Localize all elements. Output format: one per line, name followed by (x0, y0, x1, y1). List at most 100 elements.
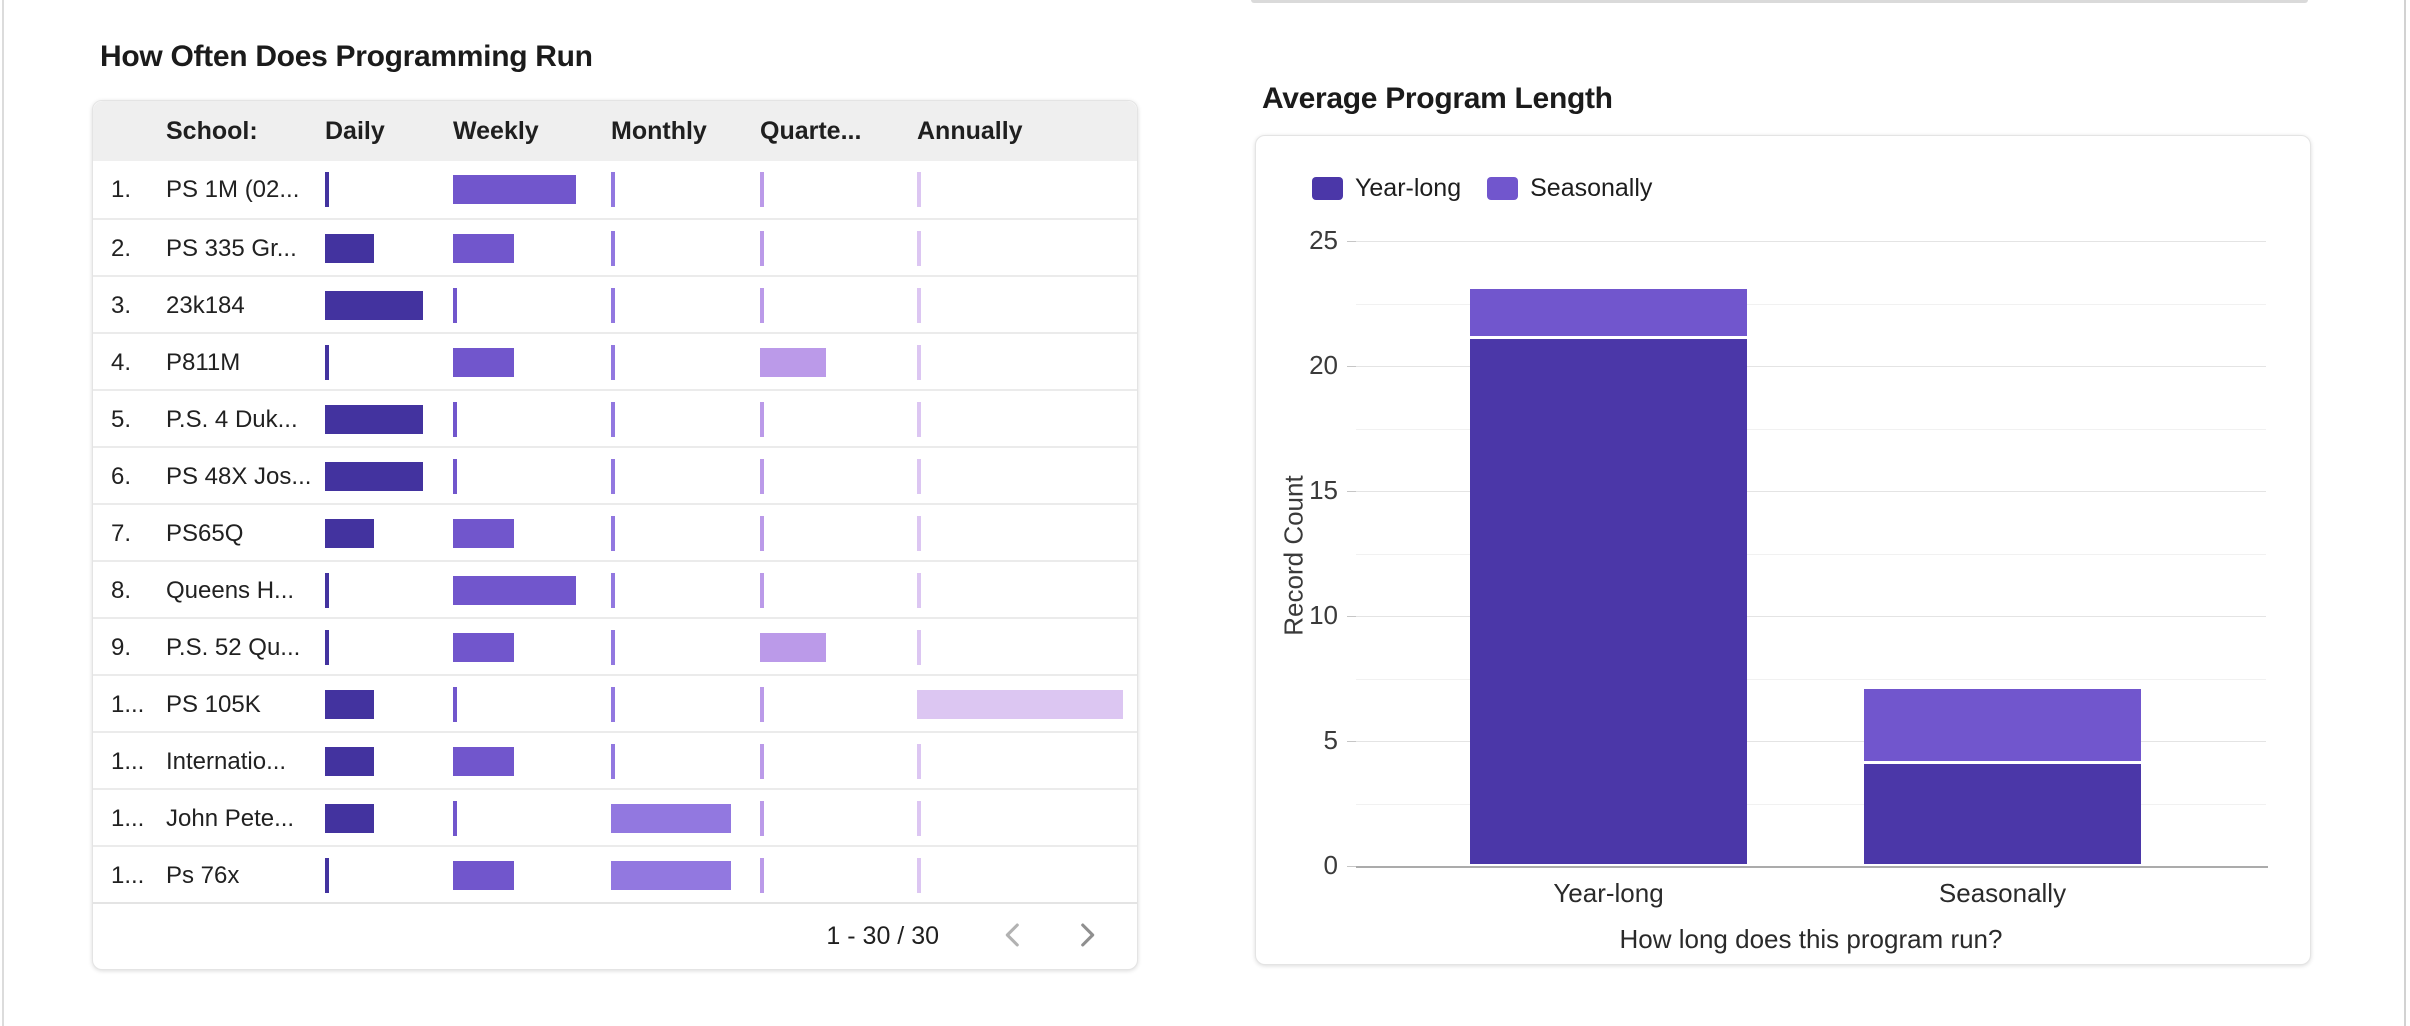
row-index: 5. (111, 406, 132, 433)
chevron-right-icon (1070, 918, 1104, 955)
gridline (1356, 553, 2266, 555)
zero-tick-weekly (453, 459, 457, 494)
y-tick-label: 0 (1323, 850, 1338, 880)
row-index: 2. (111, 235, 132, 262)
table-row[interactable]: 2. PS 335 Gr... (93, 218, 1137, 275)
zero-tick-annually (917, 459, 921, 494)
zero-tick-monthly (611, 231, 615, 266)
freq-bar-daily (325, 405, 423, 434)
freq-bar-daily (325, 747, 374, 776)
table-row[interactable]: 5. P.S. 4 Duk... (93, 389, 1137, 446)
y-tick-mark (1347, 241, 1356, 242)
school-name: PS65Q (166, 520, 244, 547)
zero-tick-monthly (611, 402, 615, 437)
zero-tick-quarterly (760, 801, 764, 836)
canvas-left-border (2, 0, 4, 1026)
chart-title: Average Program Length (1262, 82, 1613, 115)
bar-segment-seasonally (1864, 689, 2141, 764)
zero-tick-monthly (611, 288, 615, 323)
row-index: 1. (111, 176, 132, 203)
table-footer: 1 - 30 / 30 (93, 902, 1137, 969)
zero-tick-annually (917, 231, 921, 266)
freq-bar-weekly (453, 175, 576, 204)
zero-tick-annually (917, 858, 921, 893)
table-row[interactable]: 9. P.S. 52 Qu... (93, 617, 1137, 674)
table-row[interactable]: 6. PS 48X Jos... (93, 446, 1137, 503)
table-row[interactable]: 1... Ps 76x (93, 845, 1137, 902)
row-index: 8. (111, 577, 132, 604)
column-header-school[interactable]: School: (166, 117, 258, 145)
freq-bar-daily (325, 462, 423, 491)
school-name: John Pete... (166, 805, 295, 832)
column-header-monthly[interactable]: Monthly (611, 117, 707, 145)
zero-tick-annually (917, 288, 921, 323)
school-name: PS 1M (02... (166, 176, 300, 203)
zero-tick-monthly (611, 687, 615, 722)
gridline (1356, 366, 2266, 367)
freq-bar-weekly (453, 747, 514, 776)
freq-bar-daily (325, 291, 423, 320)
school-name: PS 105K (166, 691, 261, 718)
freq-bar-daily (325, 234, 374, 263)
zero-tick-quarterly (760, 231, 764, 266)
table-row[interactable]: 3. 23k184 (93, 275, 1137, 332)
zero-tick-monthly (611, 459, 615, 494)
zero-tick-quarterly (760, 459, 764, 494)
school-name: P.S. 4 Duk... (166, 406, 298, 433)
table-row[interactable]: 7. PS65Q (93, 503, 1137, 560)
zero-tick-daily (325, 573, 329, 608)
next-page-button[interactable] (1063, 913, 1111, 961)
y-tick-label: 5 (1323, 725, 1338, 755)
legend-item-seasonally[interactable]: Seasonally (1487, 174, 1652, 203)
zero-tick-quarterly (760, 402, 764, 437)
row-index: 6. (111, 463, 132, 490)
column-header-annually[interactable]: Annually (917, 117, 1023, 145)
bar-segment-seasonally (1470, 289, 1747, 339)
freq-bar-daily (325, 804, 374, 833)
freq-bar-daily (325, 690, 374, 719)
bar-year-long[interactable] (1470, 289, 1747, 864)
row-index: 3. (111, 292, 132, 319)
gridline (1356, 241, 2266, 242)
column-header-quarterly[interactable]: Quarte... (760, 117, 862, 145)
zero-tick-quarterly (760, 172, 764, 207)
freq-bar-weekly (453, 576, 576, 605)
legend-item-year-long[interactable]: Year-long (1312, 174, 1461, 203)
legend-swatch (1487, 177, 1519, 200)
y-tick-mark (1347, 741, 1356, 742)
y-tick-mark (1347, 616, 1356, 617)
table-row[interactable]: 1... John Pete... (93, 788, 1137, 845)
x-tick-label: Seasonally (1938, 878, 2067, 908)
zero-tick-daily (325, 172, 329, 207)
column-header-daily[interactable]: Daily (325, 117, 385, 145)
table-row[interactable]: 4. P811M (93, 332, 1137, 389)
zero-tick-quarterly (760, 687, 764, 722)
column-header-weekly[interactable]: Weekly (453, 117, 539, 145)
frequency-table: School: Daily Weekly Monthly Quarte... Annual… (92, 100, 1138, 970)
school-name: P811M (166, 349, 241, 376)
school-name: Internatio... (166, 748, 287, 775)
school-name: Ps 76x (166, 862, 240, 889)
zero-tick-monthly (611, 573, 615, 608)
table-row[interactable]: 1. PS 1M (02... (93, 161, 1137, 218)
legend: Year-long Seasonally (1312, 174, 1652, 203)
row-index: 1... (111, 748, 145, 775)
freq-bar-monthly (611, 861, 731, 890)
row-index: 7. (111, 520, 132, 547)
table-row[interactable]: 1... PS 105K (93, 674, 1137, 731)
prev-page-button[interactable] (989, 913, 1037, 961)
zero-tick-monthly (611, 172, 615, 207)
zero-tick-annually (917, 801, 921, 836)
bar-seasonally[interactable] (1864, 689, 2141, 864)
table-row[interactable]: 8. Queens H... (93, 560, 1137, 617)
zero-tick-monthly (611, 630, 615, 665)
zero-tick-annually (917, 402, 921, 437)
table-header-row: School: Daily Weekly Monthly Quarte... Annual… (93, 101, 1137, 161)
y-tick-label: 25 (1309, 225, 1338, 255)
zero-tick-weekly (453, 801, 457, 836)
school-name: Queens H... (166, 577, 295, 604)
plot-area: Record Count How long does this program … (1256, 136, 2310, 964)
table-row[interactable]: 1... Internatio... (93, 731, 1137, 788)
zero-tick-quarterly (760, 288, 764, 323)
legend-label: Seasonally (1530, 174, 1653, 202)
